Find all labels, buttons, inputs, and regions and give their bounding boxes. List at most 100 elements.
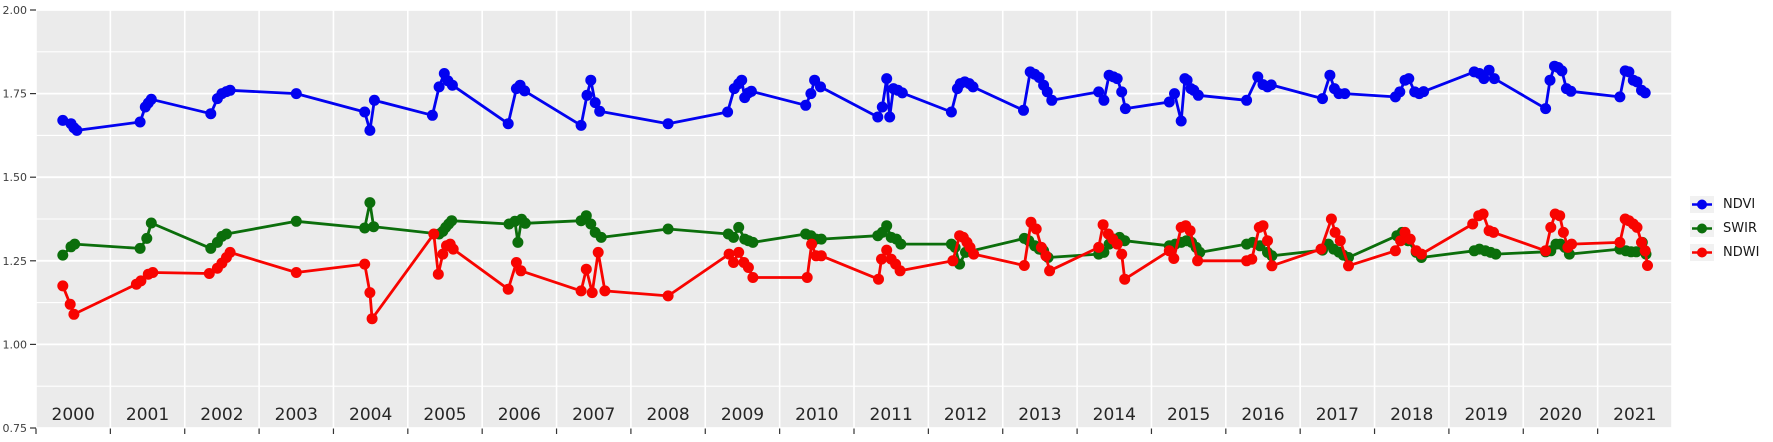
data-point-ndwi	[1642, 260, 1653, 271]
data-point-ndwi	[733, 246, 745, 258]
data-point-ndvi	[1483, 64, 1495, 76]
data-point-ndwi	[947, 255, 959, 267]
data-point-ndwi	[599, 285, 611, 297]
data-point-swir	[881, 220, 893, 232]
data-point-ndvi	[594, 105, 606, 117]
data-point-ndwi	[510, 257, 522, 268]
data-point-ndvi	[1252, 71, 1264, 83]
data-point-swir	[57, 249, 69, 261]
data-point-ndwi	[366, 313, 378, 325]
data-point-ndwi	[806, 238, 818, 250]
x-tick-label: 2013	[1018, 405, 1061, 425]
y-tick-label: 1.00	[3, 338, 28, 351]
data-point-ndvi	[815, 81, 826, 93]
data-point-ndvi	[736, 74, 748, 86]
data-point-ndvi	[446, 79, 458, 91]
data-point-ndvi	[872, 111, 884, 123]
data-point-ndwi	[580, 263, 592, 275]
data-point-ndwi	[1266, 260, 1278, 272]
x-tick-label: 2004	[349, 405, 392, 425]
data-point-ndwi	[1040, 250, 1052, 262]
data-point-ndwi	[437, 248, 449, 260]
data-point-ndvi	[1175, 115, 1187, 127]
data-point-swir	[220, 228, 232, 240]
data-point-ndwi	[515, 265, 527, 277]
data-point-ndwi	[1554, 210, 1566, 222]
data-point-ndvi	[1565, 85, 1577, 97]
data-point-swir	[580, 210, 592, 222]
data-point-swir	[728, 231, 739, 243]
data-point-swir	[141, 232, 153, 244]
x-tick-label: 2006	[498, 405, 541, 425]
data-point-ndwi	[586, 287, 598, 299]
x-tick-label: 2017	[1316, 405, 1359, 425]
data-point-ndwi	[873, 273, 884, 285]
data-point-swir	[364, 197, 376, 209]
data-point-ndwi	[147, 267, 159, 278]
data-point-ndwi	[1097, 219, 1109, 231]
data-point-ndwi	[1035, 241, 1047, 253]
data-point-ndwi	[1093, 241, 1105, 253]
legend-key-swir-icon	[1690, 220, 1714, 237]
data-point-ndvi	[1317, 93, 1328, 105]
data-point-ndwi	[203, 268, 215, 279]
data-point-swir	[512, 236, 524, 248]
data-point-ndwi	[1044, 265, 1056, 277]
data-point-ndwi	[747, 272, 759, 283]
x-tick-label: 2018	[1390, 405, 1433, 425]
data-point-ndwi	[1540, 245, 1552, 257]
y-tick-label: 2.00	[3, 4, 28, 17]
data-point-ndvi	[502, 118, 514, 130]
data-point-ndwi	[1119, 273, 1131, 285]
x-tick-label: 2008	[646, 405, 689, 425]
data-point-ndwi	[1246, 253, 1258, 265]
x-tick-label: 2012	[944, 405, 987, 425]
data-point-ndwi	[1389, 245, 1401, 257]
data-point-swir	[446, 215, 458, 227]
data-point-ndvi	[1639, 87, 1651, 99]
x-tick-label: 2014	[1093, 405, 1136, 425]
data-point-swir	[290, 215, 302, 227]
x-tick-label: 2020	[1539, 405, 1582, 425]
data-point-ndvi	[722, 106, 734, 118]
data-point-ndwi	[575, 285, 587, 297]
data-point-ndvi	[1018, 104, 1029, 116]
data-point-swir	[145, 217, 157, 229]
x-tick-label: 2019	[1464, 405, 1507, 425]
legend-key-ndwi-icon	[1690, 244, 1714, 261]
data-point-ndwi	[1415, 248, 1427, 260]
legend-item-ndvi: NDVI	[1690, 196, 1759, 213]
y-tick-label: 0.75	[3, 422, 28, 435]
data-point-ndvi	[1339, 88, 1351, 100]
legend: NDVI SWIR NDWI	[1690, 196, 1759, 261]
data-point-swir	[69, 238, 81, 250]
data-point-swir	[368, 221, 380, 233]
data-point-swir	[519, 217, 531, 229]
data-point-ndwi	[1262, 235, 1273, 247]
data-point-ndwi	[876, 253, 887, 265]
data-point-swir	[1490, 248, 1502, 260]
data-point-ndwi	[1168, 253, 1180, 264]
data-point-ndvi	[745, 85, 757, 97]
data-point-ndwi	[1030, 223, 1042, 235]
data-point-ndwi	[1545, 221, 1557, 233]
data-point-ndwi	[68, 308, 80, 320]
data-point-ndvi	[1614, 91, 1626, 103]
data-point-swir	[1630, 246, 1642, 258]
data-point-swir	[134, 242, 146, 254]
x-tick-label: 2002	[200, 405, 243, 425]
data-point-ndvi	[290, 88, 302, 100]
data-point-ndvi	[1098, 94, 1110, 106]
data-point-ndwi	[1315, 243, 1327, 255]
legend-key-ndvi-icon	[1690, 196, 1714, 213]
data-point-ndwi	[728, 257, 739, 268]
data-point-ndvi	[1163, 96, 1175, 108]
data-point-ndwi	[592, 246, 604, 258]
data-point-ndvi	[1418, 86, 1430, 98]
data-point-ndvi	[1556, 65, 1568, 77]
data-point-ndvi	[805, 88, 817, 100]
data-point-ndvi	[145, 93, 157, 105]
data-point-ndvi	[585, 74, 597, 86]
data-point-swir	[585, 218, 597, 230]
data-point-ndwi	[1467, 218, 1479, 230]
